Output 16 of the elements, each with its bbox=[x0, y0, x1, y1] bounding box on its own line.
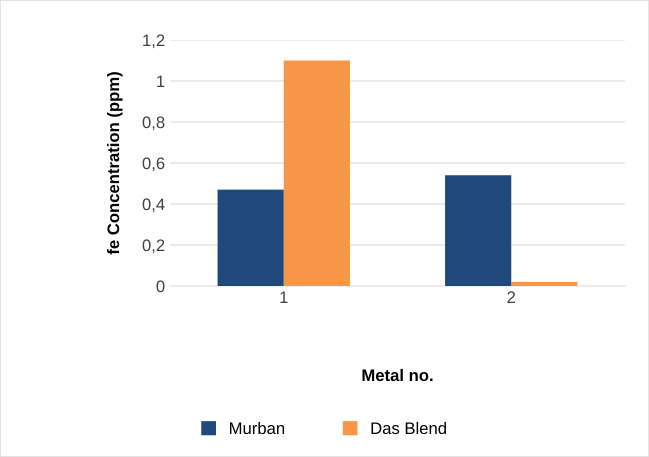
bar bbox=[445, 175, 512, 286]
legend-label: Das Blend bbox=[372, 422, 446, 434]
y-tick-label: 0,6 bbox=[142, 157, 164, 172]
y-tick-label: 1 bbox=[157, 76, 164, 88]
x-axis-title: Metal no. bbox=[362, 368, 432, 382]
y-tick-label: 0,2 bbox=[142, 239, 164, 254]
y-tick-label: 1,2 bbox=[143, 34, 164, 48]
y-tick-label: 0 bbox=[156, 280, 164, 292]
y-tick-label: 0,8 bbox=[142, 116, 164, 130]
bar bbox=[284, 60, 350, 286]
y-tick-label: 0,4 bbox=[142, 198, 165, 212]
bar bbox=[218, 190, 284, 286]
y-axis-title: fe Concentration (ppm) bbox=[106, 72, 123, 254]
legend-label: Murban bbox=[230, 422, 284, 434]
bar bbox=[511, 282, 578, 286]
x-tick-label: 2 bbox=[507, 291, 516, 303]
